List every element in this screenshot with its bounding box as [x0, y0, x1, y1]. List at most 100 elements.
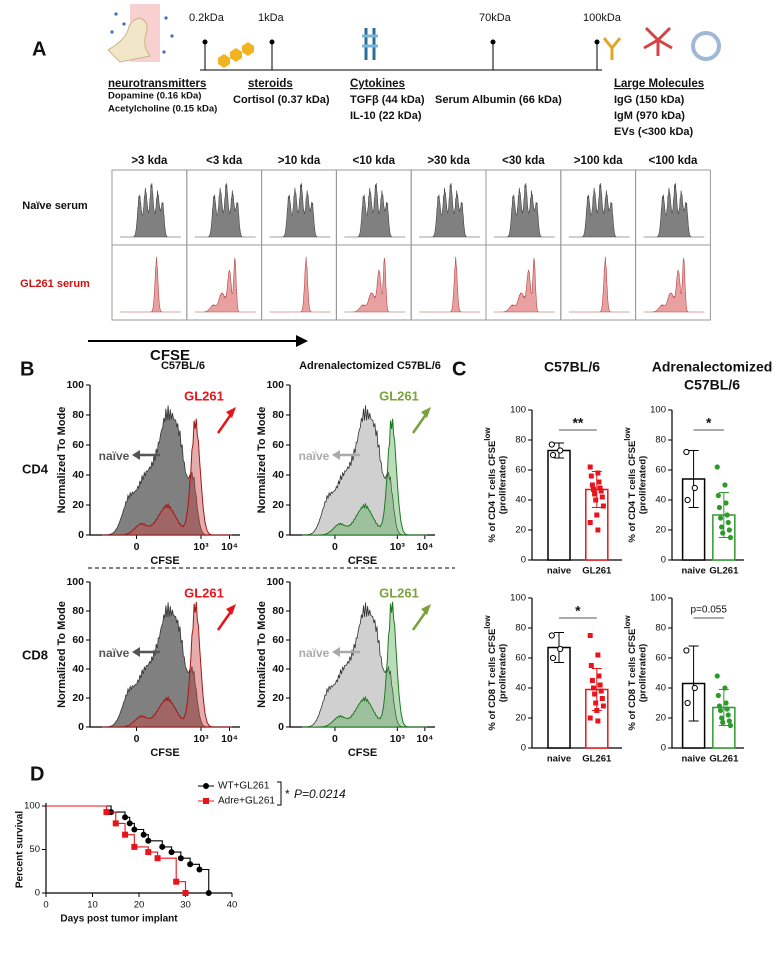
tumor-arrow — [411, 609, 429, 631]
data-point — [591, 487, 596, 492]
y-tick-label: 40 — [272, 663, 284, 675]
x-tick-label: GL261 — [582, 754, 612, 765]
data-point — [727, 722, 734, 729]
x-axis-label: CFSE — [348, 747, 377, 759]
y-tick-label: 20 — [272, 499, 284, 511]
error-bar — [688, 645, 699, 722]
col-title: Adrenalectomized C57BL/6 — [299, 360, 441, 372]
marker — [103, 809, 110, 816]
y-axis-label-sup: low — [623, 427, 632, 441]
x-tick-label: 40 — [227, 900, 238, 911]
data-point — [717, 515, 724, 521]
data-point — [596, 673, 602, 679]
data-point — [684, 496, 691, 504]
hist-gl261 — [568, 256, 630, 313]
group-title: Large Molecules — [614, 78, 704, 90]
y-tick-label: 40 — [72, 663, 84, 675]
antibody-icon — [602, 26, 721, 61]
y-tick-label: 0 — [521, 743, 526, 754]
y-axis-label-text: % of CD8 T cells CFSE — [627, 629, 638, 731]
panel-label: A — [32, 38, 46, 60]
group-item: Acetylcholine (0.15 kDa) — [108, 104, 217, 115]
hist-gl261 — [194, 257, 256, 313]
y-tick-label: 60 — [515, 465, 526, 476]
group-item: EVs (<300 kDa) — [614, 126, 694, 138]
y-tick-label: 20 — [515, 713, 526, 724]
y-axis-label-sup: low — [483, 615, 492, 629]
marker — [177, 855, 184, 862]
data-point — [591, 685, 596, 691]
y-tick-label: 60 — [655, 653, 666, 664]
y-axis-label: Normalized To Mode — [256, 407, 268, 514]
naive-label: naïve — [99, 449, 130, 463]
naive-arrowhead — [332, 450, 340, 460]
y-axis-label: % of CD4 T cells CFSElow — [623, 427, 637, 543]
axis — [45, 803, 232, 894]
tumor-label: GL261 — [184, 585, 224, 600]
x-tick-label: 10³ — [390, 541, 406, 553]
group-item: Cortisol (0.37 kDa) — [233, 94, 330, 106]
x-tick-label: 10³ — [193, 541, 209, 553]
x-tick-label: naive — [547, 754, 571, 765]
x-tick-label: 10⁴ — [221, 733, 238, 745]
fraction-label: >10 kda — [278, 155, 321, 167]
x-tick-label: GL261 — [709, 566, 739, 577]
group-title: Cytokines — [350, 78, 405, 90]
y-tick-label: 0 — [278, 721, 284, 733]
x-tick-label: 10³ — [193, 733, 209, 745]
tumor-arrowhead — [421, 407, 431, 418]
hist-cell — [261, 244, 337, 321]
y-axis-label-text: % of CD8 T cells CFSE — [487, 629, 498, 731]
data-point — [684, 699, 691, 707]
x-tick-label: 20 — [134, 900, 145, 911]
y-tick-label: 80 — [72, 605, 84, 617]
y-tick-label: 0 — [78, 721, 84, 733]
data-point — [714, 673, 720, 679]
size-label: 70kDa — [479, 12, 512, 24]
group-item: IL-10 (22 kDa) — [350, 110, 422, 122]
fraction-label: <30 kda — [502, 155, 545, 167]
y-axis-label-text: % of CD4 T cells CFSE — [487, 441, 498, 543]
hist-naive — [419, 183, 480, 238]
y-tick-label: 50 — [29, 844, 40, 855]
data-point — [600, 503, 606, 509]
x-tick-label: 0 — [134, 541, 140, 553]
panel-label: C — [452, 358, 466, 380]
tumor-arrowhead — [226, 604, 236, 615]
y-tick-label: 0 — [278, 529, 284, 541]
marker — [168, 849, 175, 856]
data-point — [589, 482, 595, 488]
data-point — [720, 719, 726, 726]
y-tick-label: 20 — [655, 525, 666, 536]
x-tick-label: 0 — [332, 733, 338, 745]
marker — [122, 814, 129, 821]
significance: * — [706, 415, 712, 431]
y-tick-label: 100 — [650, 405, 666, 416]
x-tick-label: 0 — [43, 900, 48, 911]
group-item: Dopamine (0.16 kDa) — [108, 91, 201, 102]
significance: p=0.055 — [691, 605, 728, 616]
y-tick-label: 20 — [272, 692, 284, 704]
tumor-label: GL261 — [184, 388, 224, 403]
naive-label: naïve — [299, 449, 330, 463]
data-point — [587, 520, 593, 525]
marker — [159, 843, 166, 850]
marker — [196, 866, 203, 873]
data-point — [726, 718, 732, 724]
x-tick-label: 0 — [332, 541, 338, 553]
marker — [182, 890, 189, 896]
bar — [547, 449, 571, 561]
y-tick-label: 100 — [266, 576, 284, 588]
y-tick-label: 60 — [72, 439, 84, 451]
naive-label: naïve — [299, 646, 330, 660]
y-tick-label: 0 — [78, 529, 84, 541]
y-axis-label: (proliferated) — [498, 644, 509, 703]
x-tick-label: GL261 — [709, 754, 739, 765]
p-value: P=0.0214 — [294, 787, 346, 801]
y-tick-label: 100 — [66, 576, 84, 588]
data-point — [597, 682, 603, 688]
data-point — [548, 632, 555, 639]
hist-naive — [120, 183, 181, 238]
marker — [154, 855, 161, 862]
